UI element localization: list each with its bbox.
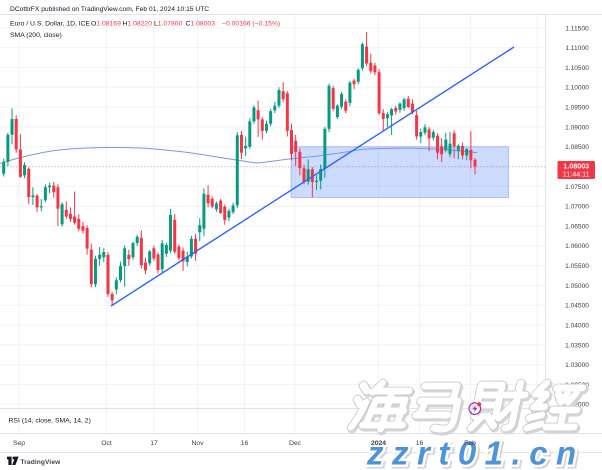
svg-text:−0.00166 (−0.15%): −0.00166 (−0.15%)	[222, 21, 280, 28]
svg-text:2024: 2024	[371, 440, 386, 447]
svg-text:Sep: Sep	[13, 440, 25, 447]
svg-text:1.11000: 1.11000	[565, 45, 589, 52]
svg-text:1.02000: 1.02000	[565, 402, 589, 409]
svg-text:1.07500: 1.07500	[565, 184, 589, 191]
svg-text:C1.08003: C1.08003	[186, 21, 216, 28]
svg-text:1.03500: 1.03500	[565, 342, 589, 349]
svg-text:1.09000: 1.09000	[565, 124, 589, 131]
svg-text:1.08500: 1.08500	[565, 144, 589, 151]
svg-text:1.05000: 1.05000	[565, 283, 589, 290]
svg-text:Nov: Nov	[191, 440, 204, 447]
svg-text:zzrt01.cn: zzrt01.cn	[366, 435, 585, 470]
svg-text:DCottlrFX published on Trading: DCottlrFX published on TradingView.com, …	[10, 6, 209, 13]
svg-text:1.10500: 1.10500	[565, 65, 589, 72]
svg-text:zzrt01.cn: zzrt01.cn	[368, 437, 587, 470]
svg-text:1.06000: 1.06000	[565, 243, 589, 250]
svg-text:Feb: Feb	[464, 440, 476, 447]
svg-text:1.03000: 1.03000	[565, 362, 589, 369]
svg-text:1.05500: 1.05500	[565, 263, 589, 270]
svg-text:H1.08220: H1.08220	[123, 21, 153, 28]
svg-text:Oct: Oct	[101, 440, 112, 447]
svg-text:1.08003: 1.08003	[563, 162, 589, 171]
svg-text:11:44:11: 11:44:11	[563, 170, 590, 179]
svg-text:1.10000: 1.10000	[565, 85, 589, 92]
svg-text:O1.08169: O1.08169	[91, 21, 121, 28]
svg-text:16: 16	[241, 440, 249, 447]
svg-text:TradingView: TradingView	[21, 459, 62, 466]
svg-text:17: 17	[150, 440, 158, 447]
svg-text:1.11500: 1.11500	[565, 25, 589, 32]
svg-text:SMA (200, close): SMA (200, close)	[10, 32, 62, 39]
svg-text:RSI (14, close, SMA, 14, 2): RSI (14, close, SMA, 14, 2)	[9, 418, 91, 425]
svg-text:1.04000: 1.04000	[565, 322, 589, 329]
svg-text:Dec: Dec	[289, 440, 302, 447]
svg-text:16: 16	[416, 440, 424, 447]
svg-text:1.06500: 1.06500	[565, 223, 589, 230]
svg-text:1.09500: 1.09500	[565, 105, 589, 112]
svg-text:1.04500: 1.04500	[565, 303, 589, 310]
svg-text:L1.07800: L1.07800	[154, 21, 183, 28]
svg-text:Euro / U.S. Dollar, 1D, ICE: Euro / U.S. Dollar, 1D, ICE	[10, 21, 91, 28]
svg-text:1.07000: 1.07000	[565, 204, 589, 211]
